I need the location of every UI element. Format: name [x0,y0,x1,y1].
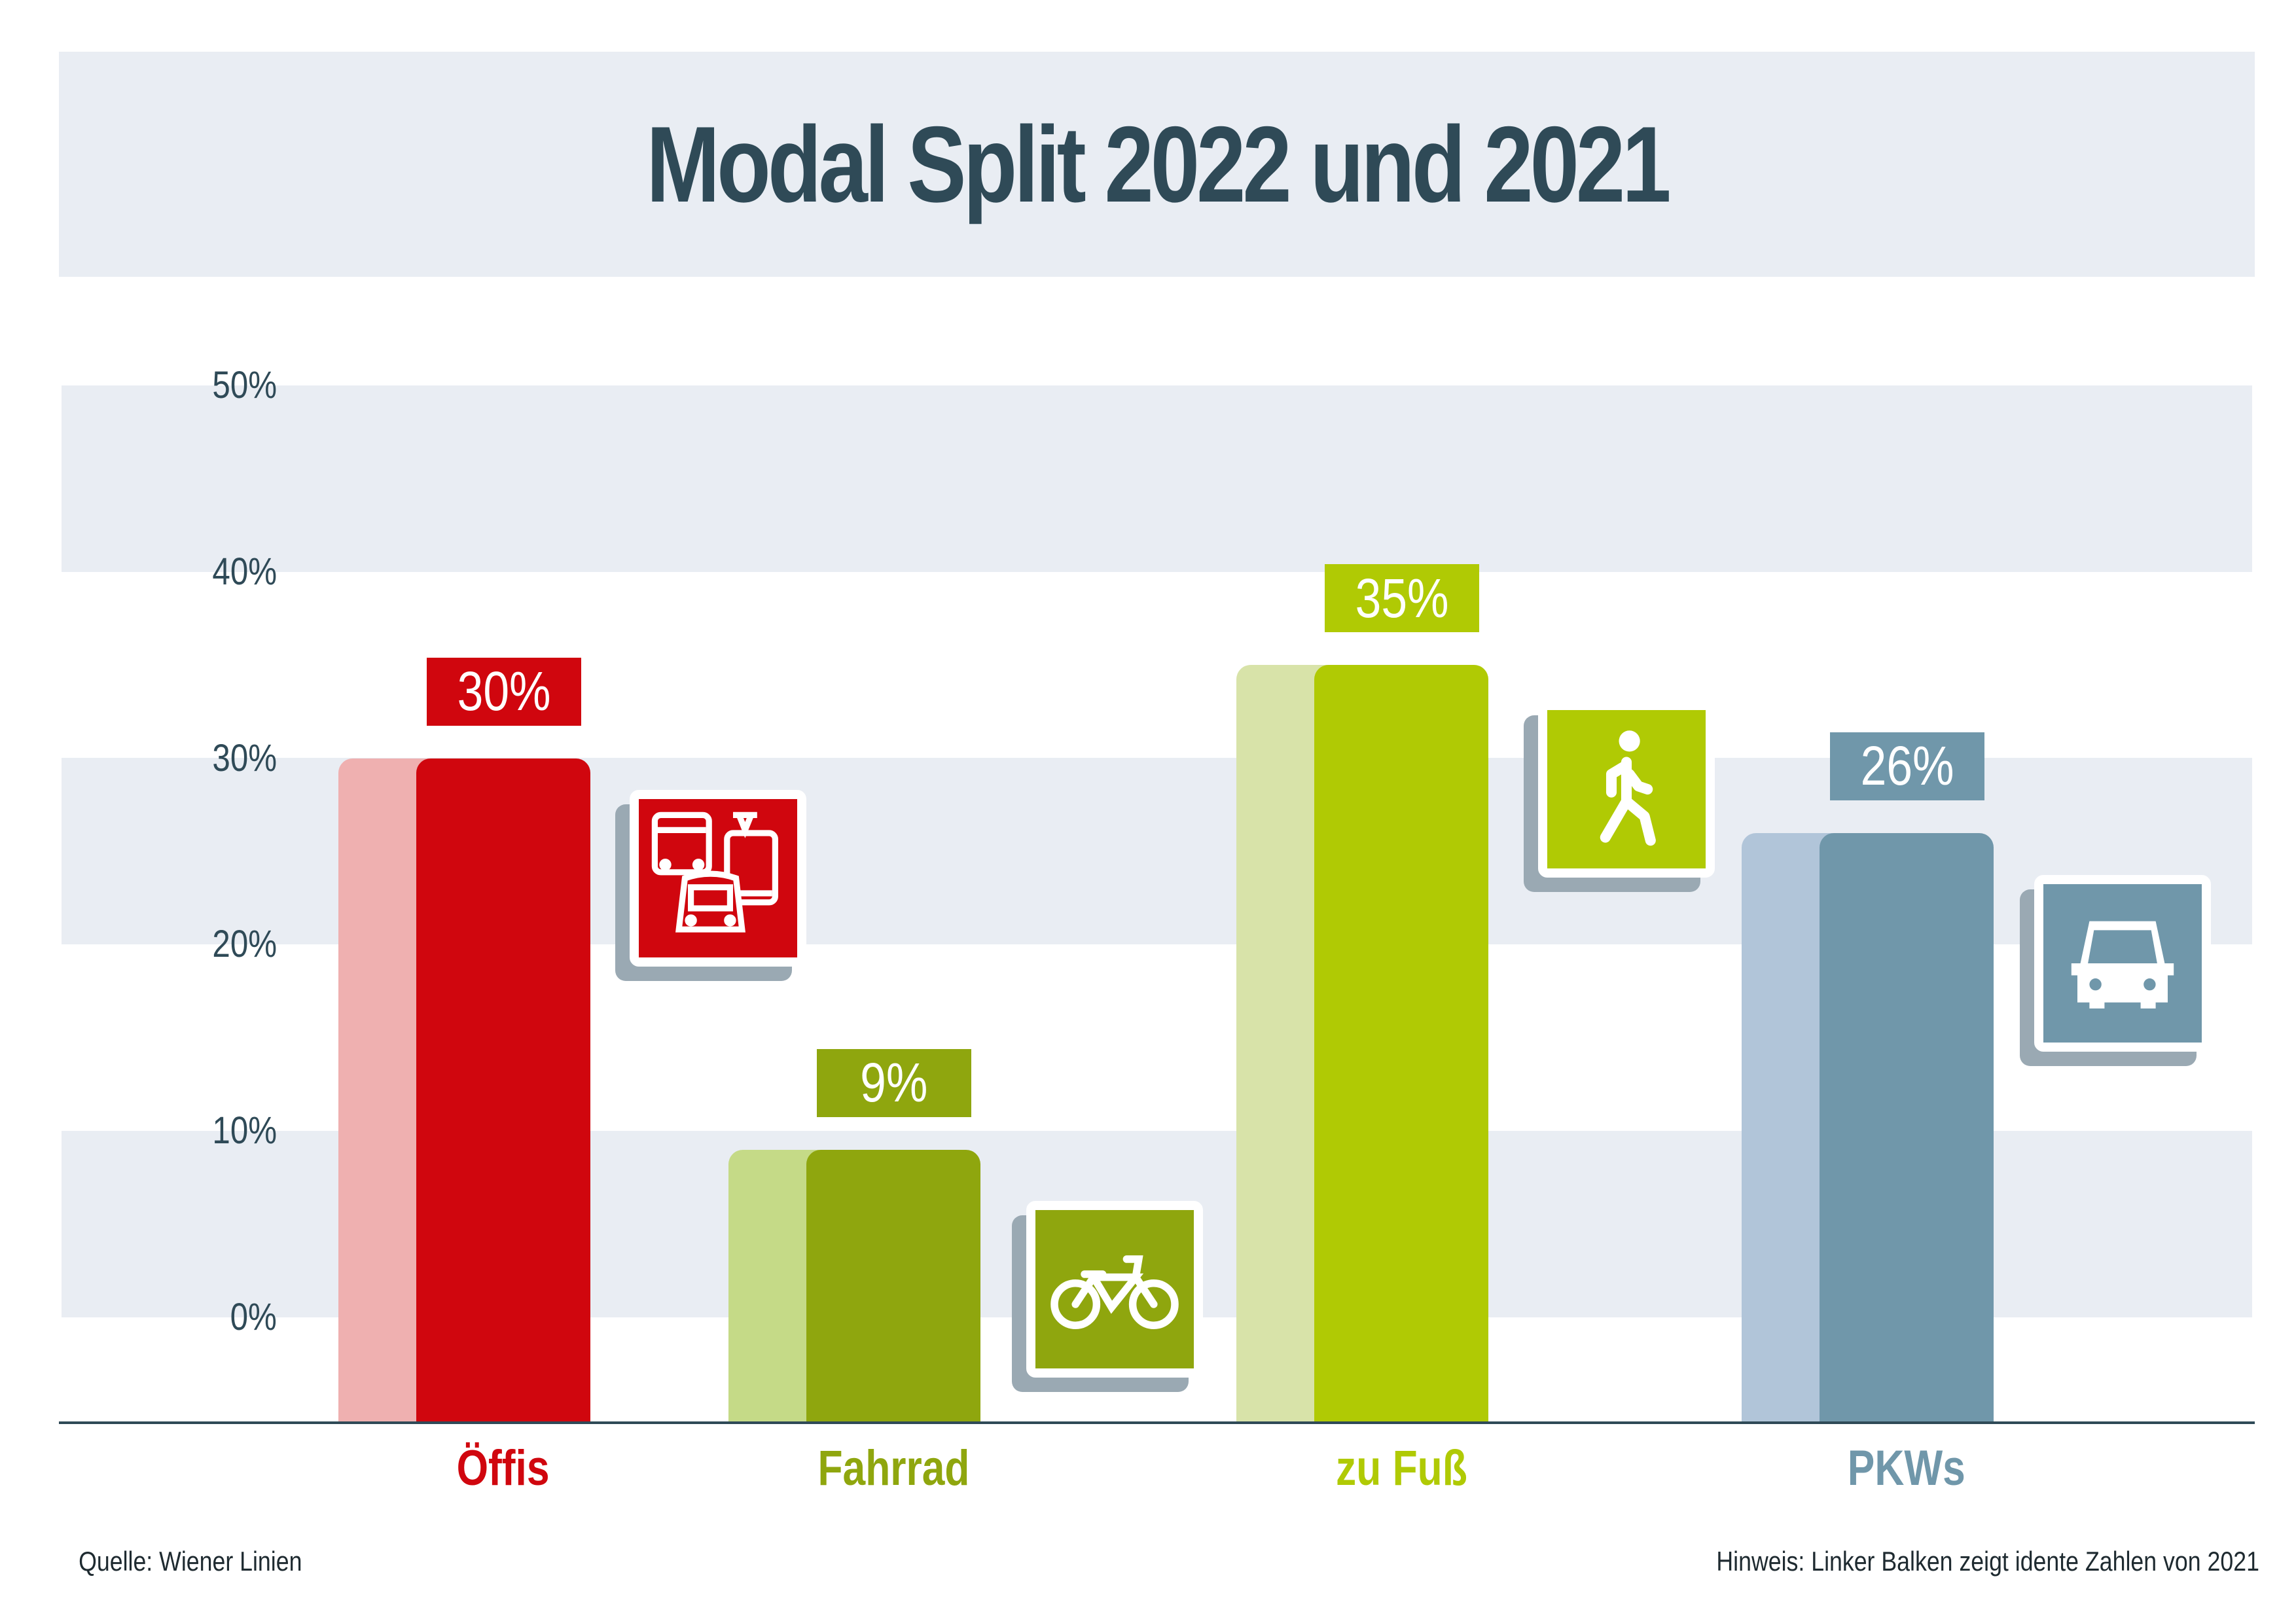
x-axis-line [59,1421,2255,1424]
bar-2022 [416,758,590,1422]
car-icon [2020,875,2211,1066]
title-band: Modal Split 2022 und 2021 [59,52,2255,277]
y-tick-label: 50% [212,364,277,406]
source-note: Quelle: Wiener Linien [79,1546,302,1577]
bar-2022 [1314,665,1488,1422]
bar-2022 [1820,832,1994,1422]
y-tick-label: 20% [212,923,277,966]
value-label: 9% [817,1048,971,1117]
hint-note: Hinweis: Linker Balken zeigt idente Zahl… [1716,1546,2259,1577]
bar-2022 [806,1149,980,1422]
grid-band [62,385,2252,572]
pedestrian-icon [1524,701,1715,892]
y-tick-label: 40% [212,550,277,593]
y-tick-label: 10% [212,1109,277,1152]
value-label: 26% [1830,732,1984,800]
category-label: Fahrrad [817,1440,970,1496]
category-label: zu Fuß [1335,1440,1467,1496]
value-label: 35% [1325,564,1479,633]
chart-title: Modal Split 2022 und 2021 [645,103,1671,224]
category-label: PKWs [1847,1440,1966,1496]
y-tick-label: 0% [230,1296,277,1338]
y-tick-label: 30% [212,736,277,779]
category-label: Öffis [457,1440,550,1496]
bicycle-icon [1012,1201,1203,1392]
public-transport-icon [615,790,806,981]
value-label: 30% [427,657,581,726]
